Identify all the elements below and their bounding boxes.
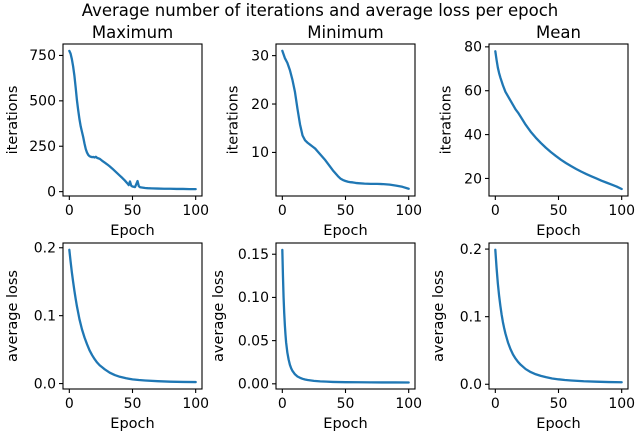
maximum-loss-axes-frame <box>62 242 203 390</box>
subplot-maximum-iterations: 0 50 100 0 250 500 750 Maximum Epoch iterations <box>5 23 209 239</box>
mean-iterations-xtick-label: 100 <box>608 203 635 219</box>
mean-loss-ytick-label: 0.0 <box>460 377 482 393</box>
maximum-loss-ytick-label: 0.0 <box>34 376 56 392</box>
minimum-loss-xtick-label: 50 <box>337 396 355 412</box>
mean-loss-ytick-label: 0.1 <box>460 309 482 325</box>
mean-iterations-xtick-label: 0 <box>491 203 500 219</box>
maximum-iterations-curve <box>68 49 197 191</box>
maximum-iterations-ytick-label: 500 <box>29 94 56 110</box>
minimum-loss-xlabel: Epoch <box>323 416 367 432</box>
maximum-loss-curve <box>68 248 197 384</box>
maximum-iterations-axes-frame <box>62 43 203 197</box>
minimum-loss-ytick-label: 0.05 <box>238 333 269 349</box>
subplot-minimum-iterations: 0 50 100 10 20 30 Minimum Epoch iterations <box>225 23 422 239</box>
minimum-loss-xtick-label: 0 <box>278 396 287 412</box>
subplot-mean-iterations: 0 50 100 20 40 60 80 Mean Epoch iterations <box>438 23 635 239</box>
minimum-iterations-xtick-label: 100 <box>395 203 422 219</box>
minimum-loss-axes-frame <box>275 242 416 390</box>
maximum-loss-xtick-label: 100 <box>182 396 209 412</box>
minimum-iterations-ytick-label: 20 <box>251 97 269 113</box>
minimum-iterations-xtick-label: 50 <box>337 203 355 219</box>
mean-loss-axes-frame <box>488 242 629 390</box>
maximum-iterations-xtick-label: 50 <box>124 203 142 219</box>
maximum-loss-ytick-label: 0.1 <box>34 308 56 324</box>
mean-iterations-axes-frame <box>488 43 629 197</box>
mean-iterations-ytick-label: 80 <box>464 40 482 56</box>
mean-iterations-xtick-label: 50 <box>550 203 568 219</box>
maximum-loss-xlabel: Epoch <box>110 416 154 432</box>
mean-loss-xtick-label: 100 <box>608 396 635 412</box>
maximum-iterations-xtick-label: 100 <box>182 203 209 219</box>
mean-iterations-ytick-label: 40 <box>464 127 482 143</box>
maximum-loss-xtick-label: 0 <box>65 396 74 412</box>
maximum-iterations-ytick-label: 0 <box>47 184 56 200</box>
minimum-iterations-xtick-label: 0 <box>278 203 287 219</box>
minimum-iterations-ytick-label: 10 <box>251 145 269 161</box>
minimum-iterations-ytick-label: 30 <box>251 48 269 64</box>
maximum-loss-ylabel: average loss <box>5 270 21 362</box>
minimum-iterations-axes-frame <box>275 43 416 197</box>
maximum-loss-ytick-label: 0.2 <box>34 241 56 257</box>
minimum-loss-ylabel: average loss <box>211 270 227 362</box>
mean-iterations-ytick-label: 60 <box>464 84 482 100</box>
minimum-iterations-curve <box>281 49 410 190</box>
mean-loss-xtick-label: 0 <box>491 396 500 412</box>
mean-loss-xlabel: Epoch <box>536 416 580 432</box>
mean-iterations-ylabel: iterations <box>438 86 454 155</box>
mean-iterations-ytick-label: 20 <box>464 171 482 187</box>
maximum-loss-xtick-label: 50 <box>124 396 142 412</box>
minimum-iterations-ylabel: iterations <box>225 86 241 155</box>
maximum-iterations-ytick-label: 250 <box>29 139 56 155</box>
maximum-iterations-ytick-label: 750 <box>29 48 56 64</box>
subplot-maximum-loss: 0 50 100 0.0 0.1 0.2 Epoch average loss <box>5 241 209 432</box>
mean-loss-ytick-label: 0.2 <box>460 242 482 258</box>
maximum-iterations-title: Maximum <box>92 23 173 42</box>
minimum-loss-xtick-label: 100 <box>395 396 422 412</box>
minimum-loss-ytick-label: 0.00 <box>238 377 269 393</box>
minimum-loss-ytick-label: 0.10 <box>238 290 269 306</box>
maximum-iterations-ylabel: iterations <box>5 86 21 155</box>
minimum-iterations-title: Minimum <box>307 23 383 42</box>
maximum-iterations-xtick-label: 0 <box>65 203 74 219</box>
mean-iterations-curve <box>494 50 623 191</box>
mean-loss-ylabel: average loss <box>431 270 447 362</box>
subplot-mean-loss: 0 50 100 0.0 0.1 0.2 Epoch average loss <box>431 242 635 432</box>
figure-suptitle: Average number of iterations and average… <box>81 1 559 20</box>
minimum-loss-curve <box>281 248 410 384</box>
minimum-iterations-xlabel: Epoch <box>323 223 367 239</box>
minimum-loss-ytick-label: 0.15 <box>238 247 269 263</box>
mean-iterations-title: Mean <box>536 23 581 42</box>
mean-iterations-xlabel: Epoch <box>536 223 580 239</box>
mean-loss-xtick-label: 50 <box>550 396 568 412</box>
mean-loss-curve <box>494 248 623 384</box>
subplot-minimum-loss: 0 50 100 0.00 0.05 0.10 0.15 Epoch average loss <box>211 242 422 432</box>
maximum-iterations-xlabel: Epoch <box>110 223 154 239</box>
